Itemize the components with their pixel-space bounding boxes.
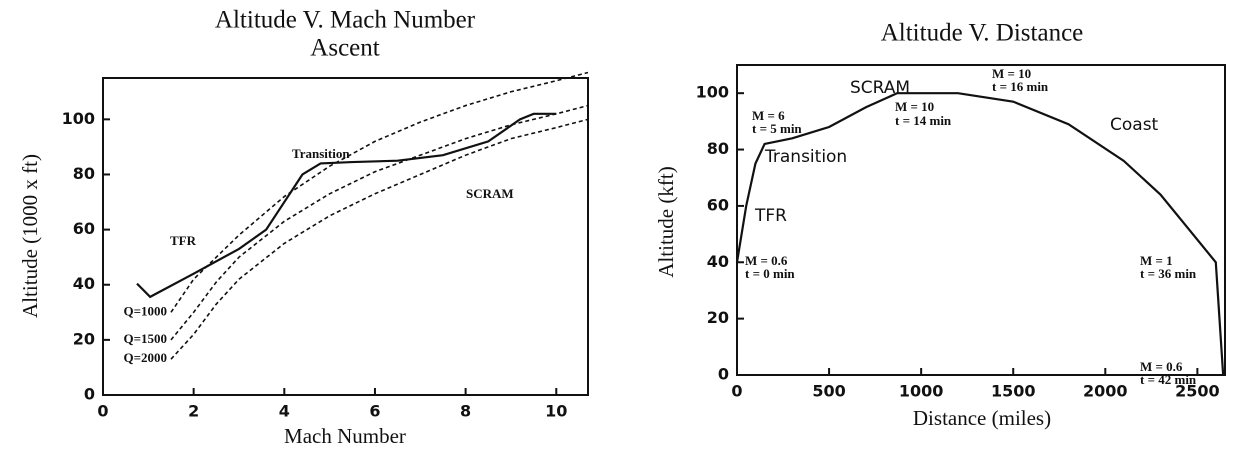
series-label: Q=1000 (123, 303, 167, 318)
annotation: Transition (764, 147, 847, 167)
data-line (735, 92, 1225, 376)
annotation: M = 1 (1140, 253, 1173, 268)
annotation: Transition (292, 146, 350, 161)
y-tick-label: 100 (62, 109, 95, 128)
data-line (170, 71, 589, 313)
y-axis-label: Altitude (1000 x ft) (18, 154, 42, 318)
annotation: t = 14 min (895, 113, 952, 128)
annotation: t = 16 min (992, 79, 1049, 94)
annotation: M = 10 (895, 99, 934, 114)
annotation: Coast (1110, 115, 1159, 135)
annotation: SCRAM (850, 78, 910, 98)
y-tick-label: 80 (73, 164, 95, 183)
data-line (136, 112, 557, 299)
y-tick-label: 80 (707, 139, 729, 158)
chart-title: Altitude V. Distance (881, 20, 1084, 47)
y-tick-label: 0 (718, 365, 729, 384)
annotation: TFR (170, 233, 197, 248)
x-axis-label: Mach Number (284, 424, 406, 448)
annotation: M = 0.6 (745, 253, 788, 268)
x-tick-label: 6 (369, 402, 380, 421)
x-axis-label: Distance (miles) (913, 406, 1051, 430)
x-tick-label: 2000 (1083, 382, 1128, 401)
series-label: Q=1500 (123, 331, 167, 346)
x-tick-label: 1500 (991, 382, 1036, 401)
y-tick-label: 0 (84, 385, 95, 404)
annotation: TFR (754, 206, 787, 226)
annotation: t = 42 min (1140, 372, 1197, 387)
x-tick-label: 2500 (1175, 382, 1220, 401)
y-tick-label: 40 (73, 274, 95, 293)
annotation: t = 5 min (752, 121, 802, 136)
x-tick-label: 0 (97, 402, 108, 421)
x-tick-label: 500 (812, 382, 845, 401)
chart-subtitle: Ascent (310, 35, 379, 62)
x-tick-label: 4 (279, 402, 290, 421)
y-tick-label: 60 (707, 195, 729, 214)
y-axis-label: Altitude (kft) (654, 166, 678, 277)
y-tick-label: 20 (73, 329, 95, 348)
plot-frame (736, 64, 1226, 376)
series-label: Q=2000 (123, 350, 167, 365)
y-tick-label: 100 (696, 83, 729, 102)
chart-title: Altitude V. Mach Number (215, 7, 476, 34)
plot-frame (102, 77, 589, 396)
annotation: t = 0 min (745, 266, 795, 281)
x-tick-label: 10 (545, 402, 567, 421)
x-tick-label: 1000 (899, 382, 944, 401)
x-tick-label: 0 (731, 382, 742, 401)
annotation: t = 36 min (1140, 266, 1197, 281)
y-tick-label: 60 (73, 219, 95, 238)
annotation: SCRAM (466, 186, 514, 201)
data-line (170, 118, 589, 360)
data-line (170, 104, 589, 341)
annotation: M = 0.6 (1140, 359, 1183, 374)
x-tick-label: 2 (188, 402, 199, 421)
y-tick-label: 20 (707, 308, 729, 327)
annotation: M = 10 (992, 66, 1031, 81)
annotation: M = 6 (752, 108, 785, 123)
x-tick-label: 8 (460, 402, 471, 421)
y-tick-label: 40 (707, 252, 729, 271)
